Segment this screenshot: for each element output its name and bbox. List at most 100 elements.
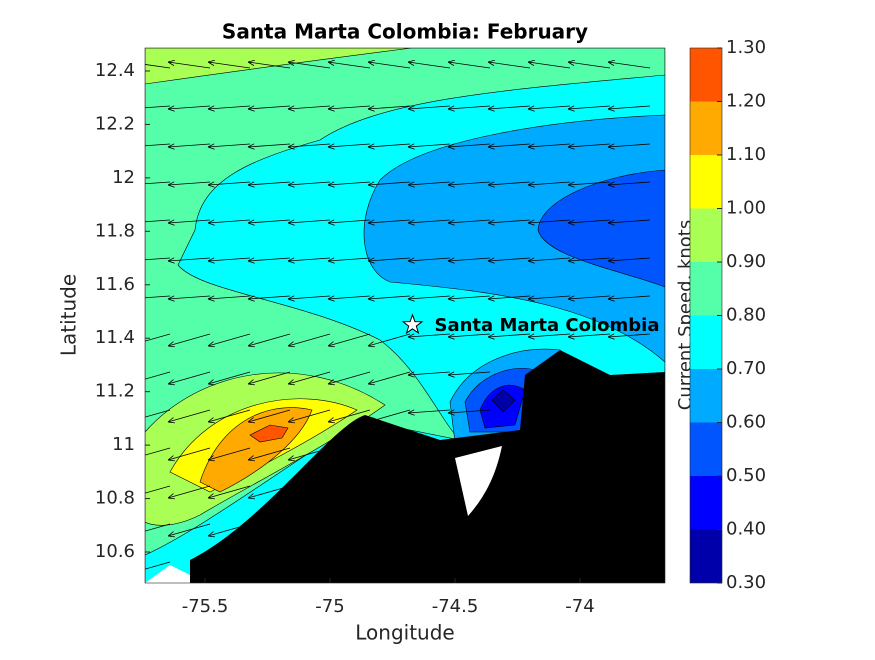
x-tick-label: -75.5 <box>182 596 229 617</box>
colorbar-band <box>690 262 722 316</box>
quiver-arrow <box>247 143 291 150</box>
quiver-arrow <box>247 295 291 302</box>
quiver-arrow <box>207 257 251 264</box>
quiver-arrow <box>207 105 251 112</box>
location-star <box>401 313 424 335</box>
quiver-arrow <box>327 295 371 302</box>
quiver-arrow <box>287 143 331 150</box>
quiver-arrow <box>327 105 371 112</box>
quiver-arrow <box>327 447 371 462</box>
quiver-arrow <box>287 105 331 112</box>
quiver-arrow <box>247 371 291 386</box>
quiver-arrow <box>447 371 491 378</box>
quiver-arrow <box>447 409 491 416</box>
quiver-arrow <box>567 333 611 340</box>
quiver-arrow <box>367 447 411 462</box>
quiver-arrow <box>145 143 171 147</box>
quiver-arrow <box>167 371 211 386</box>
colorbar-band <box>690 369 722 423</box>
quiver-arrow <box>167 219 211 226</box>
quiver-arrow <box>367 181 411 188</box>
quiver-arrow <box>367 143 411 150</box>
quiver-arrow <box>167 295 211 302</box>
quiver-arrow <box>567 219 611 226</box>
quiver-arrow <box>145 219 171 223</box>
quiver-arrow <box>287 371 331 386</box>
quiver-arrow <box>607 59 651 69</box>
quiver-arrow <box>167 485 211 500</box>
quiver-arrow <box>327 59 371 69</box>
quiver-arrow <box>527 295 571 302</box>
contour-region <box>363 114 665 363</box>
quiver-arrow <box>447 59 491 69</box>
quiver-arrow <box>327 333 371 348</box>
contour-region <box>145 48 413 85</box>
quiver-arrow <box>167 409 211 424</box>
quiver-arrow <box>145 561 171 570</box>
quiver-arrow <box>567 59 611 69</box>
quiver-arrow <box>207 485 251 500</box>
quiver-arrow <box>327 181 371 188</box>
quiver-arrow <box>247 257 291 264</box>
quiver-arrow <box>487 59 531 69</box>
quiver-arrow <box>367 257 411 264</box>
quiver-arrow <box>207 523 251 538</box>
quiver-arrow <box>287 333 331 348</box>
quiver-arrow <box>287 219 331 226</box>
quiver-arrow <box>367 219 411 226</box>
colorbar-tick-label: 0.50 <box>726 465 766 486</box>
quiver-arrow <box>207 295 251 302</box>
quiver-arrow <box>407 219 451 226</box>
y-tick-label: 12.2 <box>95 113 135 134</box>
quiver-arrow <box>287 409 331 424</box>
quiver-arrow <box>487 143 531 150</box>
axes-frame <box>144 47 666 584</box>
quiver-arrow <box>145 257 171 261</box>
quiver-arrow <box>447 143 491 150</box>
quiver-arrow <box>447 181 491 188</box>
quiver-arrow <box>327 219 371 226</box>
quiver-arrow <box>167 447 211 462</box>
y-tick-label: 10.8 <box>95 488 135 509</box>
y-tick-label: 12 <box>112 167 135 188</box>
quiver-arrow <box>247 105 291 112</box>
quiver-arrow <box>247 485 291 500</box>
overlay: -75.5 -75 -74.5 -74 10.6 10.8 11 11.2 11.4 11.6 11… <box>95 37 766 617</box>
colorbar-band <box>690 422 722 476</box>
quiver-arrow <box>207 219 251 226</box>
quiver-arrow <box>327 409 371 424</box>
quiver-arrow <box>287 485 331 500</box>
annotation-label: Santa Marta Colombia <box>435 315 660 336</box>
colorbar-band <box>690 315 722 369</box>
quiver-arrow <box>527 333 571 340</box>
quiver-arrow <box>607 143 651 150</box>
x-tick-label: -75 <box>315 596 344 617</box>
quiver-arrow <box>487 181 531 188</box>
quiver-arrow <box>207 447 251 462</box>
quiver-arrow <box>567 295 611 302</box>
quiver-arrow <box>447 219 491 226</box>
quiver-arrow <box>145 64 171 69</box>
quiver-arrow <box>145 409 171 418</box>
quiver-arrow <box>447 295 491 302</box>
quiver-arrow <box>287 181 331 188</box>
quiver-arrow <box>247 409 291 424</box>
quiver-arrow <box>527 257 571 264</box>
quiver-arrow <box>447 333 491 340</box>
quiver-arrow <box>527 181 571 188</box>
quiver-arrow <box>207 371 251 386</box>
quiver-arrow <box>487 295 531 302</box>
quiver-arrow <box>567 105 611 112</box>
quiver-arrow <box>487 105 531 112</box>
quiver-arrow <box>287 295 331 302</box>
colorbar-band <box>690 208 722 262</box>
quiver-arrow <box>327 143 371 150</box>
contour-region <box>491 389 516 413</box>
quiver-arrow <box>487 219 531 226</box>
quiver-arrow <box>407 257 451 264</box>
quiver-arrow <box>407 143 451 150</box>
quiver-arrow <box>247 333 291 348</box>
colorbar-tick-label: 0.60 <box>726 412 766 433</box>
quiver-arrow <box>367 105 411 112</box>
